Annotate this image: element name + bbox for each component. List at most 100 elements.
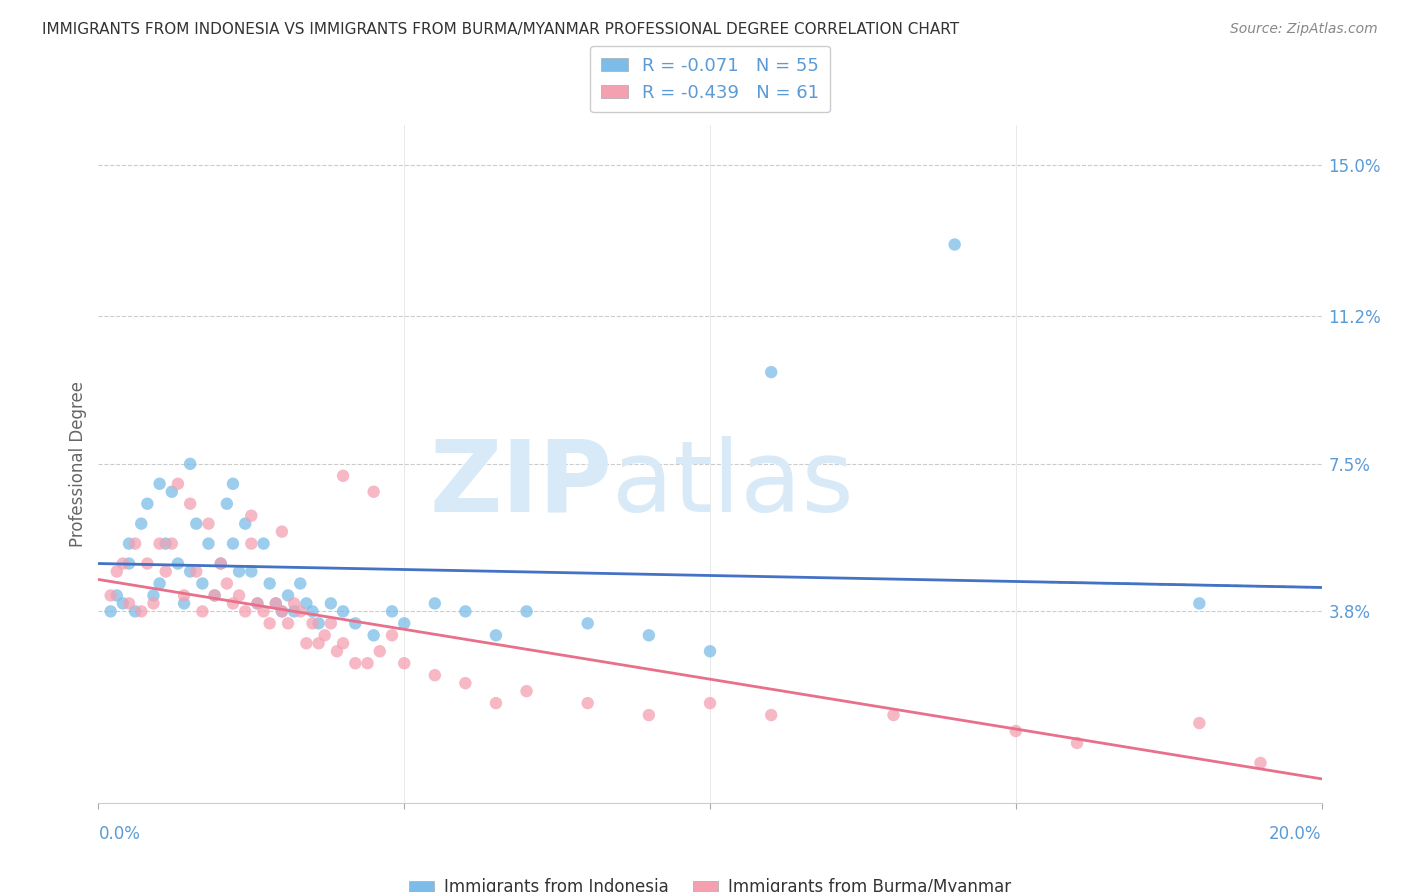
Point	[186, 516, 208, 531]
Point	[118, 557, 141, 571]
Point	[301, 616, 323, 631]
Point	[637, 708, 661, 723]
Point	[943, 237, 966, 252]
Point	[160, 536, 183, 550]
Point	[105, 589, 128, 603]
Point	[179, 457, 201, 471]
Point	[326, 644, 349, 658]
Point	[1188, 596, 1211, 610]
Point	[149, 536, 172, 550]
Point	[155, 565, 177, 579]
Point	[197, 516, 219, 531]
Point	[179, 497, 201, 511]
Point	[454, 604, 477, 618]
Point	[516, 684, 538, 698]
Point	[277, 616, 299, 631]
Point	[209, 557, 232, 571]
Point	[637, 628, 661, 642]
Point	[149, 576, 172, 591]
Point	[516, 604, 538, 618]
Point	[167, 557, 190, 571]
Point	[1188, 716, 1211, 731]
Point	[222, 536, 245, 550]
Point	[332, 636, 354, 650]
Point	[129, 516, 152, 531]
Point	[270, 604, 292, 618]
Point	[363, 484, 385, 499]
Point	[314, 628, 336, 642]
Point	[699, 696, 721, 710]
Point	[332, 604, 354, 618]
Point	[392, 657, 416, 671]
Point	[191, 576, 214, 591]
Point	[259, 616, 281, 631]
Text: Source: ZipAtlas.com: Source: ZipAtlas.com	[1230, 22, 1378, 37]
Point	[319, 596, 342, 610]
Text: IMMIGRANTS FROM INDONESIA VS IMMIGRANTS FROM BURMA/MYANMAR PROFESSIONAL DEGREE C: IMMIGRANTS FROM INDONESIA VS IMMIGRANTS …	[42, 22, 959, 37]
Point	[270, 604, 292, 618]
Point	[264, 596, 287, 610]
Point	[155, 536, 177, 550]
Point	[344, 657, 367, 671]
Point	[228, 589, 250, 603]
Text: 0.0%: 0.0%	[98, 825, 141, 843]
Point	[485, 696, 508, 710]
Point	[111, 596, 134, 610]
Point	[759, 708, 782, 723]
Point	[215, 576, 238, 591]
Point	[233, 516, 256, 531]
Point	[233, 604, 256, 618]
Point	[759, 365, 782, 379]
Point	[142, 589, 165, 603]
Point	[105, 565, 128, 579]
Point	[204, 589, 226, 603]
Point	[1066, 736, 1088, 750]
Point	[215, 497, 238, 511]
Point	[290, 604, 312, 618]
Point	[392, 616, 416, 631]
Point	[240, 508, 263, 523]
Point	[228, 565, 250, 579]
Point	[368, 644, 391, 658]
Point	[209, 557, 232, 571]
Point	[295, 596, 318, 610]
Point	[142, 596, 165, 610]
Point	[308, 616, 330, 631]
Point	[100, 589, 122, 603]
Point	[173, 596, 195, 610]
Y-axis label: Professional Degree: Professional Degree	[69, 381, 87, 547]
Point	[252, 604, 274, 618]
Point	[295, 636, 318, 650]
Point	[883, 708, 905, 723]
Point	[485, 628, 508, 642]
Point	[197, 536, 219, 550]
Point	[423, 668, 446, 682]
Point	[222, 596, 245, 610]
Point	[290, 576, 312, 591]
Point	[149, 476, 172, 491]
Point	[423, 596, 446, 610]
Point	[124, 536, 146, 550]
Point	[118, 536, 141, 550]
Point	[301, 604, 323, 618]
Point	[356, 657, 378, 671]
Point	[332, 468, 354, 483]
Point	[283, 596, 305, 610]
Point	[259, 576, 281, 591]
Point	[186, 565, 208, 579]
Point	[319, 616, 342, 631]
Point	[100, 604, 122, 618]
Point	[111, 557, 134, 571]
Text: ZIP: ZIP	[429, 435, 612, 533]
Point	[179, 565, 201, 579]
Point	[344, 616, 367, 631]
Point	[129, 604, 152, 618]
Point	[204, 589, 226, 603]
Point	[1004, 724, 1026, 739]
Point	[240, 565, 263, 579]
Point	[191, 604, 214, 618]
Point	[270, 524, 292, 539]
Point	[381, 628, 404, 642]
Point	[283, 604, 305, 618]
Point	[167, 476, 190, 491]
